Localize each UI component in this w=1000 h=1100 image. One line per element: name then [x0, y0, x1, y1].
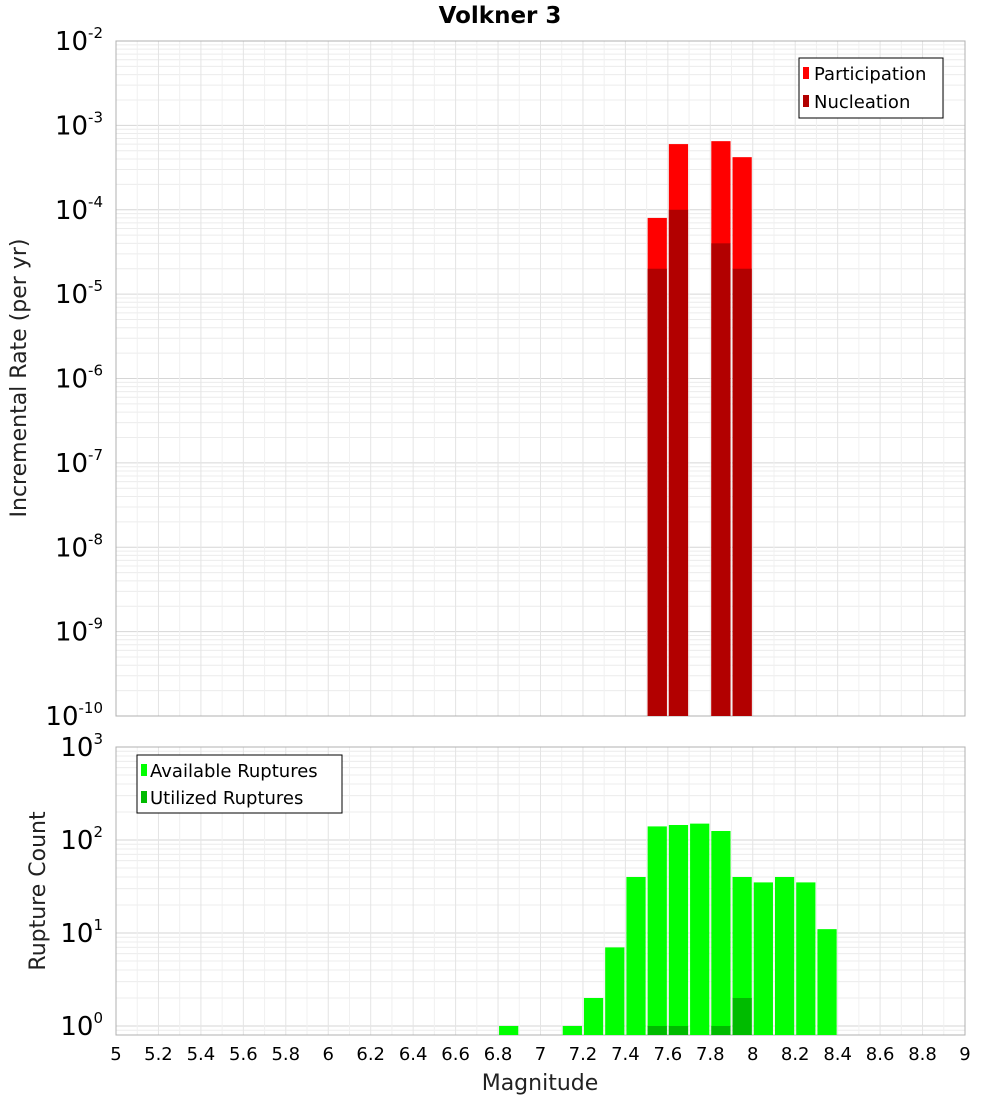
bar: [732, 877, 752, 1035]
y-tick-label: 10-3: [55, 108, 103, 141]
bar: [668, 209, 689, 716]
x-tick-label: 7.2: [569, 1044, 598, 1065]
x-tick-label: 9: [959, 1044, 970, 1065]
top-legend-box: [798, 57, 944, 119]
top-y-axis-label: Incremental Rate (per yr): [7, 239, 32, 518]
bottom-y-axis-label: Rupture Count: [26, 811, 51, 971]
y-tick-label: 10-10: [45, 699, 103, 732]
bar: [817, 929, 837, 1035]
y-tick-label: 100: [60, 1009, 103, 1042]
legend-swatch-participation: [803, 67, 809, 79]
top-y-ticks: 10-2 10-3 10-4 10-5 10-6 10-7 10-8 10-9 10-10: [45, 24, 103, 732]
x-tick-label: 6.6: [441, 1044, 470, 1065]
top-legend: Participation Nucleation: [798, 57, 944, 119]
legend-swatch-nucleation: [803, 95, 809, 107]
chart-title: Volkner 3: [439, 3, 562, 29]
top-grid: [115, 41, 966, 717]
y-tick-label: 103: [60, 730, 103, 763]
bar: [753, 882, 773, 1035]
x-axis-label: Magnitude: [482, 1071, 599, 1096]
bar: [668, 824, 689, 1035]
x-tick-label: 8.4: [823, 1044, 852, 1065]
y-tick-label: 10-9: [55, 615, 103, 648]
top-plot-frame: [115, 40, 966, 717]
legend-label-utilized: Utilized Ruptures: [150, 788, 303, 809]
bar: [647, 268, 667, 716]
x-tick-label: 5.4: [187, 1044, 216, 1065]
bottom-panel: 103 102 101 100 5 5.2 5.4 5.6 5.8 6 6.2 6.4 6.6 6.8 7…: [26, 730, 971, 1096]
bar: [499, 1025, 519, 1035]
bar: [626, 877, 646, 1035]
legend-label-available: Available Ruptures: [150, 761, 318, 782]
x-tick-label: 6.8: [484, 1044, 513, 1065]
bottom-plot-frame: [115, 746, 966, 1036]
legend-label-nucleation: Nucleation: [814, 92, 910, 113]
x-tick-label: 8: [747, 1044, 758, 1065]
bar: [711, 243, 731, 717]
x-tick-label: 5.2: [144, 1044, 173, 1065]
x-tick-label: 7.4: [611, 1044, 640, 1065]
x-tick-label: 6.4: [399, 1044, 428, 1065]
bar: [774, 877, 795, 1035]
x-tick-label: 7.8: [696, 1044, 725, 1065]
legend-label-participation: Participation: [814, 64, 926, 85]
bar: [732, 997, 752, 1035]
bar: [711, 1025, 731, 1035]
bar: [668, 1025, 689, 1035]
x-tick-label: 6.2: [356, 1044, 385, 1065]
bottom-bars: [499, 823, 837, 1035]
top-panel: 10-2 10-3 10-4 10-5 10-6 10-7 10-8 10-9 10-10 In…: [7, 24, 966, 732]
x-tick-label: 8.2: [781, 1044, 810, 1065]
x-tick-label: 5.6: [229, 1044, 258, 1065]
bar: [711, 830, 731, 1035]
y-tick-label: 102: [60, 823, 103, 856]
x-tick-label: 7.6: [654, 1044, 683, 1065]
x-tick-label: 5.8: [271, 1044, 300, 1065]
legend-swatch-available: [141, 764, 147, 776]
bar: [605, 947, 625, 1035]
y-tick-label: 10-8: [55, 530, 103, 563]
bottom-y-ticks: 103 102 101 100: [60, 730, 103, 1042]
bar: [796, 882, 816, 1035]
bar: [562, 1025, 582, 1035]
x-tick-label: 8.6: [866, 1044, 895, 1065]
x-tick-label: 8.8: [908, 1044, 937, 1065]
x-tick-labels: 5 5.2 5.4 5.6 5.8 6 6.2 6.4 6.6 6.8 7 7.2 7.4 7.6 7.8 8…: [110, 1044, 970, 1065]
y-tick-label: 10-4: [55, 193, 103, 226]
y-tick-label: 10-7: [55, 446, 103, 479]
top-bars: [647, 141, 752, 717]
y-tick-label: 10-6: [55, 362, 103, 395]
x-tick-label: 5: [110, 1044, 121, 1065]
bottom-legend: Available Ruptures Utilized Ruptures: [136, 754, 343, 814]
bar: [690, 823, 710, 1035]
x-tick-label: 7: [535, 1044, 546, 1065]
bar: [583, 997, 604, 1035]
y-tick-label: 10-5: [55, 277, 103, 310]
bar: [647, 826, 667, 1035]
y-tick-label: 101: [60, 916, 103, 949]
bar: [647, 1025, 667, 1035]
bottom-legend-box: [136, 754, 343, 814]
x-tick-label: 6: [323, 1044, 334, 1065]
legend-swatch-utilized: [141, 791, 147, 803]
bar: [732, 268, 752, 716]
y-tick-label: 10-2: [55, 24, 103, 57]
